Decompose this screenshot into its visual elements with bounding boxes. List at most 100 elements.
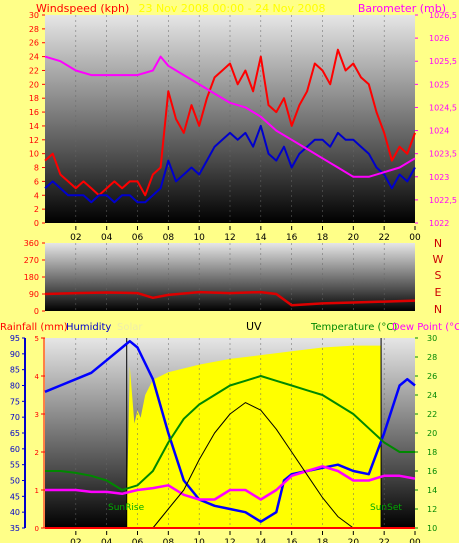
y-tick-label: 1022,5 xyxy=(429,196,457,205)
x-tick-label: 12 xyxy=(224,538,235,543)
y-tick-label: 1026 xyxy=(429,34,449,43)
y-tick-label: 1024,5 xyxy=(429,103,457,112)
x-tick-label: 00 xyxy=(409,538,421,543)
y-tick-label: 4 xyxy=(35,373,40,381)
y-tick-label: 20 xyxy=(29,80,39,89)
barometer-axis: 1022 1022,5 1023 1023,5 1024 1024,5 1025 1025,5… xyxy=(415,11,457,228)
uv-legend-label: UV xyxy=(246,320,262,333)
date-subtitle: 23 Nov 2008 00:00 - 24 Nov 2008 xyxy=(138,2,325,15)
x-tick-label: 12 xyxy=(224,233,235,243)
solar-area xyxy=(126,345,382,528)
y-tick-label: 360 xyxy=(24,239,39,248)
y-tick-label: 6 xyxy=(34,177,39,186)
rainfall-axis: 0 1 2 3 4 5 xyxy=(35,335,45,533)
x-tick-label: 04 xyxy=(101,538,113,543)
x-tick-label: 22 xyxy=(378,233,389,243)
compass-label-w: W xyxy=(433,253,444,266)
series-dewpoint-line xyxy=(45,465,416,501)
conditions-series xyxy=(44,339,416,529)
temperature-axis-title: Temperature (°C) xyxy=(310,322,397,333)
x-tick-label: 20 xyxy=(348,538,360,543)
series-average-line xyxy=(44,124,416,204)
y-tick-label: 14 xyxy=(427,486,437,495)
y-tick-label: 1025 xyxy=(429,80,449,89)
y-tick-label: 26 xyxy=(427,372,437,381)
x-tick-label: 10 xyxy=(193,538,205,543)
rainfall-axis-title: Rainfall (mm) xyxy=(0,322,68,333)
y-tick-label: 35 xyxy=(10,524,20,533)
x-tick-label: 20 xyxy=(348,233,360,243)
series-direction-line xyxy=(44,290,416,307)
y-tick-label: 95 xyxy=(10,334,20,343)
direction-axis: 0 90 180 270 360 xyxy=(24,239,45,316)
y-tick-label: 16 xyxy=(427,467,437,476)
y-tick-label: 40 xyxy=(10,508,20,517)
y-tick-label: 2 xyxy=(35,449,39,457)
y-tick-label: 0 xyxy=(34,307,39,316)
y-tick-label: 85 xyxy=(10,366,20,375)
x-tick-label: 14 xyxy=(255,233,267,243)
x-tick-label: 16 xyxy=(286,233,298,243)
y-tick-label: 2 xyxy=(34,205,39,214)
y-tick-label: 70 xyxy=(10,413,20,422)
x-tick-label: 02 xyxy=(70,538,81,543)
y-tick-label: 4 xyxy=(34,191,39,200)
y-tick-label: 22 xyxy=(427,410,437,419)
y-tick-label: 18 xyxy=(29,94,39,103)
y-tick-label: 3 xyxy=(35,411,39,419)
windspeed-axis-title: Windspeed (kph) xyxy=(36,2,129,15)
x-tick-label: 16 xyxy=(286,538,298,543)
y-tick-label: 75 xyxy=(10,397,20,406)
temperature-axis: 10 12 14 16 18 20 22 24 26 28 30 xyxy=(415,334,437,533)
y-tick-label: 20 xyxy=(427,429,437,438)
barometer-axis-title: Barometer (mb) xyxy=(358,2,446,15)
compass-label-e: E xyxy=(435,286,442,299)
y-tick-label: 28 xyxy=(29,25,39,34)
y-tick-label: 24 xyxy=(29,53,39,62)
compass-labels: N W S E N xyxy=(433,237,444,316)
wind-x-axis: 02 04 06 08 10 12 14 16 18 20 22 00 xyxy=(70,226,421,243)
sunrise-label: SunRise xyxy=(108,503,145,513)
y-tick-label: 30 xyxy=(29,11,39,20)
y-tick-label: 1024 xyxy=(429,127,449,136)
y-tick-label: 10 xyxy=(29,150,39,159)
y-tick-label: 1023 xyxy=(429,173,449,182)
y-tick-label: 270 xyxy=(24,256,39,265)
y-tick-label: 90 xyxy=(10,350,20,359)
x-tick-label: 06 xyxy=(132,233,144,243)
y-tick-label: 1 xyxy=(35,487,39,495)
x-tick-label: 02 xyxy=(70,233,81,243)
series-uv-line xyxy=(129,402,354,529)
x-tick-label: 14 xyxy=(255,538,267,543)
y-tick-label: 1026,5 xyxy=(429,11,457,20)
y-tick-label: 16 xyxy=(29,108,39,117)
y-tick-label: 10 xyxy=(427,524,437,533)
series-gust-line xyxy=(44,48,416,197)
x-tick-label: 06 xyxy=(132,538,144,543)
compass-label-s: S xyxy=(435,269,442,282)
direction-series xyxy=(44,290,416,307)
y-tick-label: 50 xyxy=(10,477,20,486)
series-humidity-line xyxy=(44,339,416,523)
y-tick-label: 26 xyxy=(29,39,39,48)
humidity-axis-title: Humidity xyxy=(66,322,111,333)
conditions-x-axis: 02 04 06 08 10 12 14 16 18 20 22 00 xyxy=(70,531,421,543)
y-tick-label: 30 xyxy=(427,334,437,343)
x-tick-label: 00 xyxy=(409,233,421,243)
wind-series xyxy=(44,48,416,204)
y-tick-label: 1022 xyxy=(429,219,449,228)
y-tick-label: 14 xyxy=(29,122,39,131)
y-tick-label: 8 xyxy=(34,164,39,173)
y-tick-label: 24 xyxy=(427,391,437,400)
x-tick-label: 18 xyxy=(317,233,329,243)
y-tick-label: 12 xyxy=(29,136,39,145)
compass-label-n-bottom: N xyxy=(434,303,442,316)
x-tick-label: 04 xyxy=(101,233,113,243)
x-tick-label: 08 xyxy=(163,233,175,243)
y-tick-label: 45 xyxy=(10,492,20,501)
x-tick-label: 22 xyxy=(378,538,389,543)
compass-label-n-top: N xyxy=(434,237,442,250)
y-tick-label: 5 xyxy=(35,335,39,343)
series-barometer-line xyxy=(44,55,416,178)
